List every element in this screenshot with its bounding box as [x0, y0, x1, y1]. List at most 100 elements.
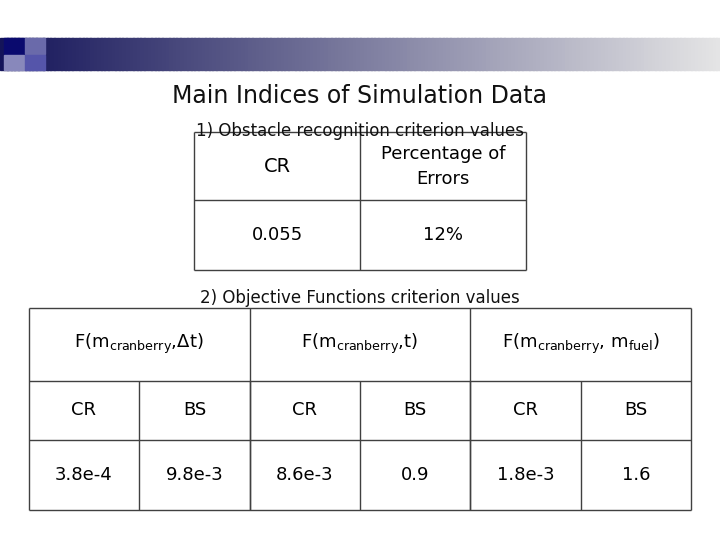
Bar — [353, 38, 357, 70]
Bar — [396, 38, 400, 70]
Bar — [274, 38, 278, 70]
Bar — [238, 38, 242, 70]
Bar — [544, 38, 548, 70]
Bar — [713, 38, 717, 70]
Bar — [601, 38, 606, 70]
Bar — [104, 38, 109, 70]
Bar — [335, 38, 339, 70]
Bar — [360, 38, 364, 70]
Bar — [623, 38, 627, 70]
Bar — [450, 38, 454, 70]
Bar — [209, 38, 213, 70]
Bar — [130, 38, 134, 70]
Bar — [583, 38, 588, 70]
Bar — [677, 38, 681, 70]
Bar — [634, 38, 638, 70]
Text: 9.8e-3: 9.8e-3 — [166, 466, 223, 484]
Text: F(m$_{\rm cranberry}$,t): F(m$_{\rm cranberry}$,t) — [302, 332, 418, 356]
Bar — [40, 38, 44, 70]
Bar — [4, 38, 8, 70]
Bar — [230, 38, 235, 70]
Bar — [119, 38, 123, 70]
Bar — [688, 38, 692, 70]
Bar — [310, 38, 314, 70]
Bar — [439, 38, 444, 70]
Bar — [292, 38, 296, 70]
Bar — [115, 38, 120, 70]
Bar — [691, 38, 696, 70]
Bar — [76, 38, 80, 70]
Bar — [25, 55, 45, 70]
Bar — [706, 38, 710, 70]
Bar — [155, 38, 159, 70]
Bar — [234, 38, 238, 70]
Bar — [392, 38, 397, 70]
Bar — [716, 38, 720, 70]
Bar — [630, 38, 634, 70]
Bar — [626, 38, 631, 70]
Text: F(m$_{\rm cranberry}$, m$_{\rm fuel}$): F(m$_{\rm cranberry}$, m$_{\rm fuel}$) — [502, 332, 660, 356]
Bar — [50, 38, 55, 70]
Bar — [364, 38, 368, 70]
Text: 3.8e-4: 3.8e-4 — [55, 466, 113, 484]
Bar — [504, 38, 508, 70]
Bar — [421, 38, 426, 70]
Bar — [554, 38, 559, 70]
Bar — [587, 38, 591, 70]
Bar — [540, 38, 544, 70]
Bar — [299, 38, 303, 70]
Bar — [562, 38, 566, 70]
Bar — [241, 38, 246, 70]
Bar — [400, 38, 404, 70]
Bar — [166, 38, 170, 70]
Bar — [655, 38, 660, 70]
Bar — [418, 38, 422, 70]
Bar — [709, 38, 714, 70]
Bar — [464, 38, 469, 70]
Bar — [457, 38, 462, 70]
Bar — [511, 38, 516, 70]
Bar — [533, 38, 537, 70]
Bar — [403, 38, 408, 70]
Bar — [187, 38, 192, 70]
Bar — [346, 38, 350, 70]
Bar — [425, 38, 429, 70]
Bar — [518, 38, 523, 70]
Bar — [29, 38, 33, 70]
Bar — [94, 38, 98, 70]
Bar — [320, 38, 325, 70]
Bar — [97, 38, 102, 70]
Bar — [58, 38, 62, 70]
Bar — [569, 38, 573, 70]
Text: CR: CR — [292, 401, 318, 420]
Bar — [281, 38, 285, 70]
Bar — [508, 38, 512, 70]
Text: Main Indices of Simulation Data: Main Indices of Simulation Data — [173, 84, 547, 107]
Bar — [14, 38, 19, 70]
Bar — [331, 38, 336, 70]
Text: 1) Obstacle recognition criterion values: 1) Obstacle recognition criterion values — [196, 122, 524, 139]
Bar — [122, 38, 127, 70]
Bar — [68, 38, 73, 70]
Bar — [83, 38, 87, 70]
Bar — [220, 38, 224, 70]
Bar — [302, 38, 307, 70]
Bar — [216, 38, 220, 70]
Bar — [673, 38, 678, 70]
Bar — [25, 38, 30, 70]
Bar — [148, 38, 152, 70]
Text: BS: BS — [183, 401, 206, 420]
Text: BS: BS — [624, 401, 647, 420]
Bar — [338, 38, 343, 70]
Bar — [662, 38, 667, 70]
Bar — [432, 38, 436, 70]
Bar — [101, 38, 105, 70]
Bar — [497, 38, 501, 70]
Text: 8.6e-3: 8.6e-3 — [276, 466, 333, 484]
Bar — [695, 38, 699, 70]
Bar — [137, 38, 141, 70]
Bar — [382, 38, 386, 70]
Bar — [65, 38, 69, 70]
Bar — [328, 38, 332, 70]
Bar — [259, 38, 264, 70]
